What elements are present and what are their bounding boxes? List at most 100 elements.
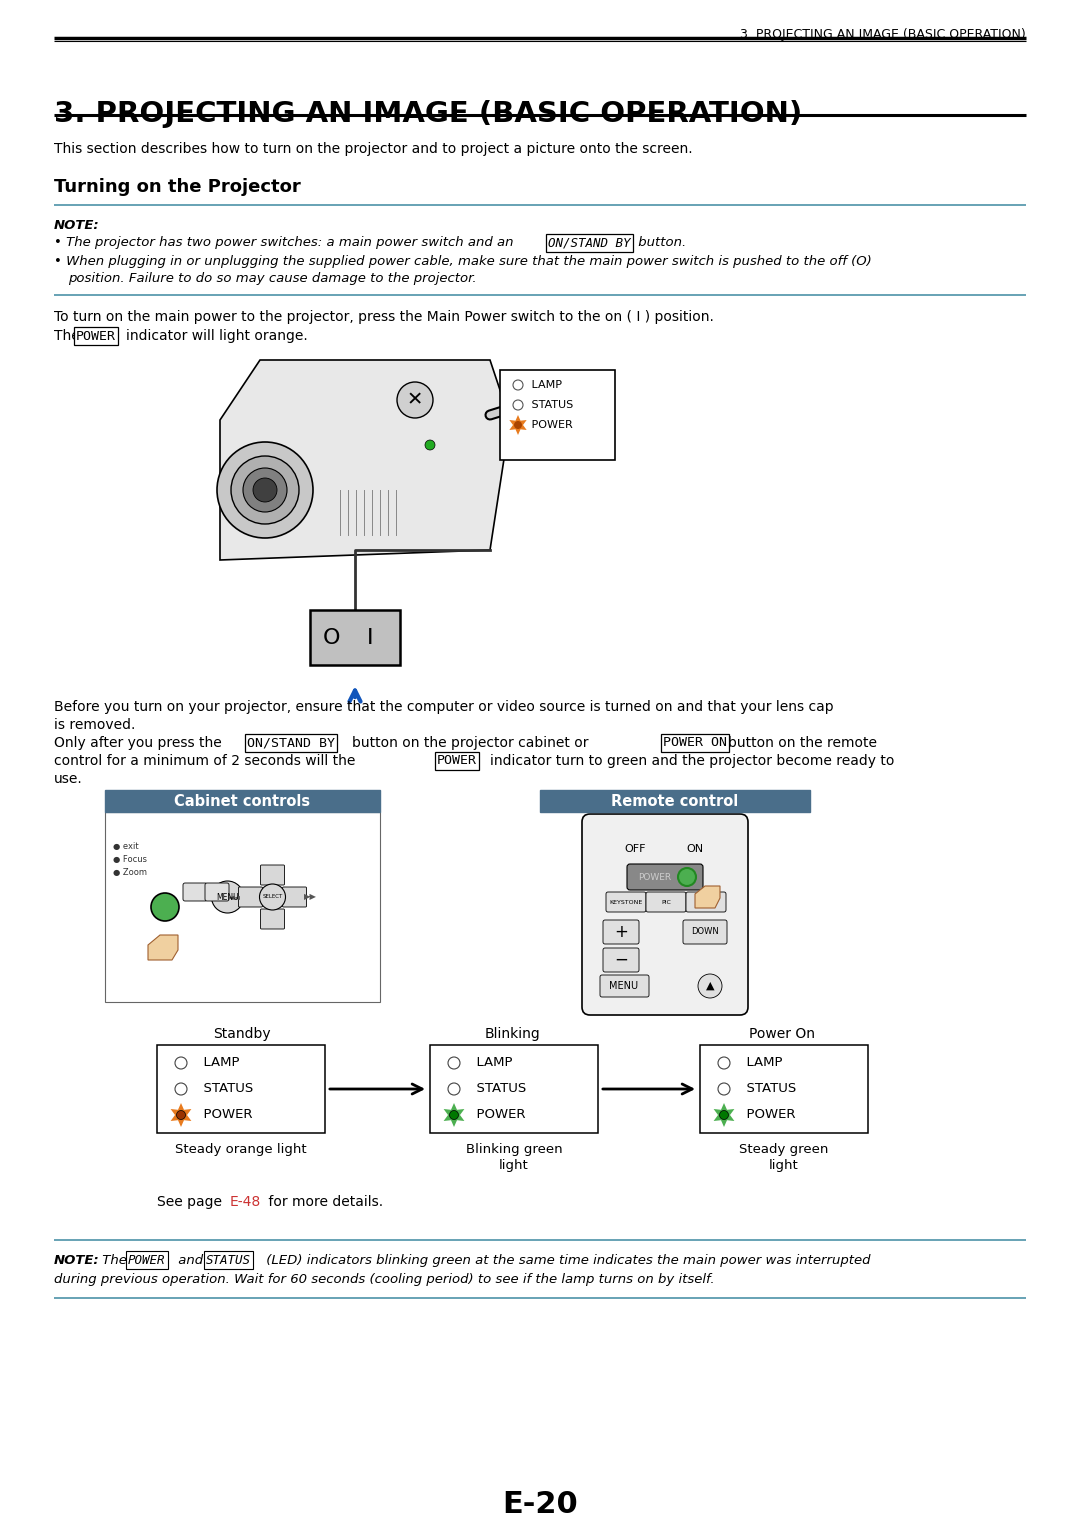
FancyBboxPatch shape	[157, 1044, 325, 1133]
Text: 3. PROJECTING AN IMAGE (BASIC OPERATION): 3. PROJECTING AN IMAGE (BASIC OPERATION)	[740, 28, 1026, 41]
Text: POWER: POWER	[437, 754, 477, 768]
Text: Blinking: Blinking	[485, 1027, 541, 1041]
Text: STATUS: STATUS	[468, 1083, 526, 1095]
Text: KEYSTONE: KEYSTONE	[609, 899, 643, 905]
Text: Remote control: Remote control	[611, 794, 739, 809]
FancyBboxPatch shape	[500, 370, 615, 460]
Text: E-20: E-20	[502, 1489, 578, 1518]
Polygon shape	[171, 1102, 191, 1127]
Text: Before you turn on your projector, ensure that the computer or video source is t: Before you turn on your projector, ensur…	[54, 700, 834, 714]
Circle shape	[259, 884, 285, 910]
FancyBboxPatch shape	[260, 865, 284, 885]
Text: control for a minimum of 2 seconds will the: control for a minimum of 2 seconds will …	[54, 754, 355, 768]
Text: STATUS: STATUS	[738, 1083, 796, 1095]
Text: MENU: MENU	[609, 982, 638, 991]
FancyBboxPatch shape	[627, 864, 703, 890]
Text: This section describes how to turn on the projector and to project a picture ont: This section describes how to turn on th…	[54, 142, 692, 156]
Circle shape	[243, 468, 287, 512]
Text: To turn on the main power to the projector, press the Main Power switch to the o: To turn on the main power to the project…	[54, 310, 714, 324]
Text: LAMP: LAMP	[738, 1057, 783, 1069]
Polygon shape	[510, 414, 527, 434]
Text: ▶▶: ▶▶	[303, 893, 318, 902]
Text: Steady orange light: Steady orange light	[175, 1144, 307, 1156]
Text: is removed.: is removed.	[54, 719, 135, 732]
Text: OFF: OFF	[624, 844, 646, 855]
Text: NOTE:: NOTE:	[54, 219, 99, 232]
Polygon shape	[696, 885, 720, 908]
FancyBboxPatch shape	[205, 884, 229, 901]
Text: 3. PROJECTING AN IMAGE (BASIC OPERATION): 3. PROJECTING AN IMAGE (BASIC OPERATION)	[54, 99, 802, 128]
FancyBboxPatch shape	[606, 891, 646, 911]
Text: • When plugging in or unplugging the supplied power cable, make sure that the ma: • When plugging in or unplugging the sup…	[54, 255, 872, 268]
Circle shape	[231, 456, 299, 524]
FancyBboxPatch shape	[183, 884, 207, 901]
Circle shape	[718, 1057, 730, 1069]
FancyBboxPatch shape	[310, 610, 400, 665]
Text: Only after you press the: Only after you press the	[54, 735, 221, 751]
Text: Blinking green: Blinking green	[465, 1144, 563, 1156]
FancyBboxPatch shape	[540, 790, 810, 812]
Text: button on the projector cabinet or: button on the projector cabinet or	[352, 735, 589, 751]
Text: The: The	[54, 329, 80, 342]
Text: POWER: POWER	[638, 873, 672, 882]
Circle shape	[175, 1057, 187, 1069]
Text: MENU: MENU	[216, 893, 239, 902]
Text: button.: button.	[634, 235, 686, 249]
Text: ON/STAND BY: ON/STAND BY	[247, 737, 335, 749]
Text: Standby: Standby	[213, 1027, 271, 1041]
Circle shape	[426, 440, 435, 450]
Circle shape	[678, 868, 696, 885]
Text: • The projector has two power switches: a main power switch and an: • The projector has two power switches: …	[54, 235, 517, 249]
Text: use.: use.	[54, 772, 83, 786]
FancyBboxPatch shape	[105, 790, 380, 812]
Circle shape	[514, 420, 522, 430]
Polygon shape	[220, 359, 510, 560]
FancyBboxPatch shape	[239, 887, 262, 907]
Text: Cabinet controls: Cabinet controls	[175, 794, 311, 809]
Text: Steady green: Steady green	[740, 1144, 828, 1156]
Text: light: light	[769, 1159, 799, 1173]
Text: SELECT: SELECT	[262, 894, 283, 899]
FancyBboxPatch shape	[686, 891, 726, 911]
Text: STATUS: STATUS	[195, 1083, 253, 1095]
Text: ON: ON	[687, 844, 703, 855]
Text: Turning on the Projector: Turning on the Projector	[54, 177, 300, 196]
FancyBboxPatch shape	[105, 812, 380, 1001]
Text: POWER: POWER	[468, 1109, 526, 1121]
Text: ● Focus: ● Focus	[113, 855, 147, 864]
Text: E-48: E-48	[230, 1196, 261, 1209]
Text: −: −	[615, 951, 627, 969]
FancyBboxPatch shape	[283, 887, 307, 907]
Text: NOTE:: NOTE:	[54, 1254, 99, 1268]
Text: STATUS: STATUS	[528, 401, 573, 410]
Circle shape	[513, 401, 523, 410]
Text: (LED) indicators blinking green at the same time indicates the main power was in: (LED) indicators blinking green at the s…	[262, 1254, 870, 1268]
Text: See page: See page	[157, 1196, 227, 1209]
Circle shape	[719, 1110, 729, 1119]
Circle shape	[151, 893, 179, 920]
FancyBboxPatch shape	[603, 948, 639, 972]
Text: LAMP: LAMP	[468, 1057, 513, 1069]
Text: indicator will light orange.: indicator will light orange.	[126, 329, 308, 342]
Polygon shape	[444, 1102, 464, 1127]
Text: Power On: Power On	[750, 1027, 815, 1041]
FancyBboxPatch shape	[582, 813, 748, 1015]
Circle shape	[253, 479, 276, 502]
Text: ● Zoom: ● Zoom	[113, 868, 147, 878]
Text: O: O	[323, 627, 341, 647]
Text: ● exit: ● exit	[113, 842, 138, 852]
Text: during previous operation. Wait for 60 seconds (cooling period) to see if the la: during previous operation. Wait for 60 s…	[54, 1274, 715, 1286]
Circle shape	[718, 1083, 730, 1095]
Circle shape	[212, 881, 243, 913]
Text: POWER: POWER	[738, 1109, 796, 1121]
Text: POWER: POWER	[528, 420, 572, 430]
Circle shape	[698, 974, 723, 998]
Text: The: The	[98, 1254, 131, 1268]
Circle shape	[448, 1057, 460, 1069]
Polygon shape	[714, 1102, 734, 1127]
Text: LAMP: LAMP	[195, 1057, 240, 1069]
Circle shape	[175, 1083, 187, 1095]
Text: I: I	[367, 627, 374, 647]
Circle shape	[397, 382, 433, 417]
FancyBboxPatch shape	[646, 891, 686, 911]
